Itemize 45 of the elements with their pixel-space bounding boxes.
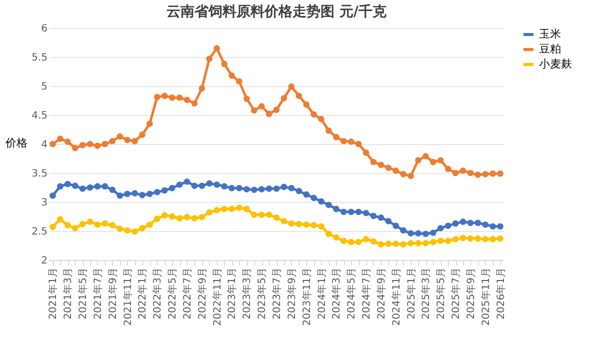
x-tick-label: 2021年7月 <box>92 268 104 320</box>
x-tick-label: 2024年11月 <box>390 268 402 326</box>
x-tick-label: 2021年3月 <box>62 268 74 320</box>
x-tick-label: 2023年7月 <box>271 268 283 320</box>
y-axis-title: 价格 <box>4 136 28 150</box>
x-tick-label: 2023年1月 <box>226 268 238 320</box>
x-tick-label: 2022年3月 <box>152 268 164 320</box>
x-tick-label: 2025年9月 <box>464 268 477 320</box>
y-tick-label: 4.5 <box>32 110 48 122</box>
y-tick-label: 2 <box>41 256 48 266</box>
x-tick-label: 2023年3月 <box>241 268 254 320</box>
y-tick-label: 2.5 <box>32 226 48 238</box>
x-tick-label: 2022年7月 <box>181 268 194 320</box>
legend-label: 小麦麸 <box>539 58 572 70</box>
x-tick-label: 2025年11月 <box>480 268 492 326</box>
x-tick-label: 2021年1月 <box>47 268 60 320</box>
x-tick-label: 2021年11月 <box>122 268 134 326</box>
y-tick-label: 4 <box>41 140 48 150</box>
legend-label: 玉米 <box>539 28 561 40</box>
x-tick-label: 2023年11月 <box>300 268 313 326</box>
x-tick-label: 2022年9月 <box>196 268 208 320</box>
x-tick-label: 2025年3月 <box>420 268 432 320</box>
y-tick-label: 6 <box>41 24 48 34</box>
y-tick-label: 5 <box>41 82 48 92</box>
chart-title: 云南省饲料原料价格走势图 元/千克 <box>166 3 388 20</box>
x-tick-label: 2021年9月 <box>106 268 119 320</box>
x-tick-label: 2024年5月 <box>346 268 358 320</box>
x-tick-label: 2025年1月 <box>405 268 418 320</box>
x-tick-label: 2022年1月 <box>136 268 149 320</box>
x-tick-label: 2023年5月 <box>256 268 268 320</box>
x-tick-label: 2025年7月 <box>450 268 462 320</box>
x-tick-label: 2022年5月 <box>166 268 179 320</box>
x-tick-label: 2024年3月 <box>330 268 343 320</box>
legend-label: 豆粕 <box>539 42 561 56</box>
x-tick-label: 2024年7月 <box>360 268 373 320</box>
y-tick-label: 3 <box>41 198 48 208</box>
y-tick-label: 3.5 <box>32 168 48 180</box>
x-tick-label: 2024年1月 <box>316 268 328 320</box>
x-tick-label: 2021年5月 <box>77 268 90 320</box>
x-tick-label: 2022年11月 <box>211 268 224 326</box>
y-tick-label: 5.5 <box>32 52 48 64</box>
x-tick-label: 2025年5月 <box>435 268 448 320</box>
x-tick-label: 2023年9月 <box>286 268 298 320</box>
x-tick-label: 2024年9月 <box>375 268 388 320</box>
x-tick-label: 2026年1月 <box>494 268 507 320</box>
